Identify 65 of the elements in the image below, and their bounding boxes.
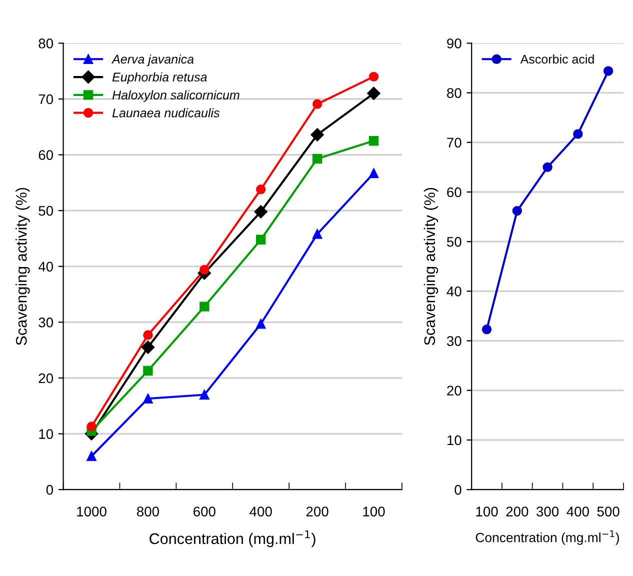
y-axis-title: Scavenging activity (%) [424,188,438,346]
y-tick-label: 40 [38,262,54,272]
x-tick-label: 200 [306,506,328,516]
y-tick-label: 40 [446,286,462,296]
point [256,319,266,329]
point [312,229,322,239]
point [256,234,266,244]
point [368,136,379,146]
x-tick-label: 600 [194,506,216,516]
point [368,72,379,82]
point [542,162,552,172]
point [603,66,614,76]
y-tick-label: 50 [38,206,54,216]
point [200,302,210,312]
point [86,451,96,461]
y-tick-label: 70 [38,94,54,104]
x-tick-label: 100 [363,506,385,516]
y-tick-label: 60 [447,187,462,198]
y-tick-label: 70 [447,138,462,148]
point [512,206,522,216]
y-tick-label: 10 [39,429,54,439]
x-tick-label: 500 [597,506,620,516]
x-axis-title: Concentration (mg.ml$^{−1}$) [476,530,619,545]
legend-label: Haloxylon salicornicum [112,90,240,102]
y-tick-label: 60 [38,150,54,160]
legend-label: Launaea nudicaulis [112,108,220,118]
x-tick-label: 1000 [77,506,106,516]
legend-label: Euphorbia retusa [112,72,207,84]
point [482,324,492,334]
y-tick-label: 0 [46,484,54,495]
point [367,86,380,100]
point [141,340,155,354]
y-tick-label: 20 [447,386,462,396]
y-tick-label: 50 [446,236,462,247]
point [86,422,96,432]
x-axis-title: Concentration (mg.ml$^{−1}$) [150,530,316,548]
x-tick-label: 200 [506,506,528,516]
y-tick-label: 10 [447,435,462,446]
x-tick-label: 400 [250,506,272,516]
point [573,129,583,139]
point [312,154,322,164]
point [143,330,153,340]
y-tick-label: 30 [446,336,462,346]
y-tick-label: 0 [454,484,462,495]
point [143,366,153,376]
x-tick-label: 400 [566,506,589,516]
y-tick-label: 90 [447,38,462,48]
y-tick-label: 30 [38,318,54,328]
x-tick-label: 800 [136,506,160,516]
point [256,184,266,194]
y-tick-label: 20 [38,373,54,384]
point [143,394,153,404]
point [254,205,268,218]
legend-label: Aerva javanica [111,54,194,66]
point [200,264,210,275]
y-tick-label: 80 [447,88,462,98]
x-tick-label: 300 [536,506,559,516]
point [310,128,324,142]
point [368,168,379,178]
point [200,390,210,400]
y-axis-title: Scavenging activity (%) [16,188,30,346]
x-tick-label: 100 [476,506,498,516]
point [312,99,322,109]
y-tick-label: 80 [38,38,54,48]
legend-label: Ascorbic acid [520,54,594,64]
